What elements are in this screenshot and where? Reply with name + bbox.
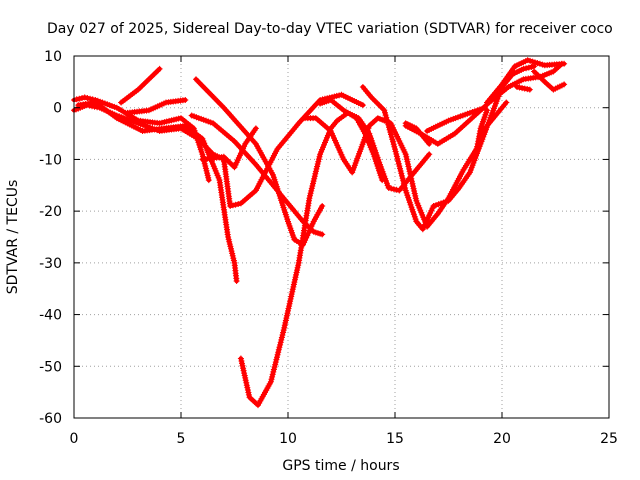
series-arc-15 — [424, 104, 488, 134]
plot-frame — [73, 55, 610, 419]
series-arc-16 — [473, 107, 490, 155]
series-markers — [118, 65, 163, 106]
series-arc-18 — [514, 84, 533, 93]
y-tick-label: -60 — [39, 411, 62, 427]
y-tick-label: -40 — [39, 308, 62, 324]
series-arc-7 — [199, 125, 259, 171]
x-tick-label: 15 — [386, 431, 404, 447]
y-tick-label: -30 — [39, 256, 62, 272]
axis-ticks: 0 5 10 15 20 25 10 0 -10 -20 -30 -40 -50 -60 — [39, 49, 618, 447]
y-tick-label: -10 — [39, 152, 62, 168]
x-tick-label: 25 — [600, 431, 618, 447]
series-markers — [124, 97, 189, 116]
x-tick-label: 10 — [279, 431, 297, 447]
x-tick-label: 0 — [70, 431, 79, 447]
x-axis-label: GPS time / hours — [282, 458, 399, 474]
series-arc-5 — [124, 97, 189, 116]
series-markers — [424, 104, 488, 134]
chart-title: Day 027 of 2025, Sidereal Day-to-day VTE… — [47, 21, 613, 37]
x-tick-label: 5 — [177, 431, 186, 447]
y-tick-label: 10 — [44, 49, 62, 65]
y-tick-label: -20 — [39, 204, 62, 220]
series-arc-11 — [317, 97, 386, 184]
series-arc-4 — [118, 65, 163, 106]
series-arc-19 — [531, 68, 568, 93]
series-markers — [473, 107, 490, 155]
y-tick-label: 0 — [53, 101, 62, 117]
series-markers — [317, 97, 386, 184]
series-markers — [531, 68, 568, 93]
series-markers — [402, 120, 433, 147]
series-arc-17 — [484, 57, 568, 106]
series-markers — [514, 84, 533, 93]
x-tick-label: 20 — [493, 431, 511, 447]
series-markers — [484, 57, 568, 106]
y-tick-label: -50 — [39, 359, 62, 375]
data-series — [71, 57, 568, 409]
series-arc-14 — [402, 120, 433, 147]
y-axis-label: SDTVAR / TECUs — [5, 180, 21, 295]
